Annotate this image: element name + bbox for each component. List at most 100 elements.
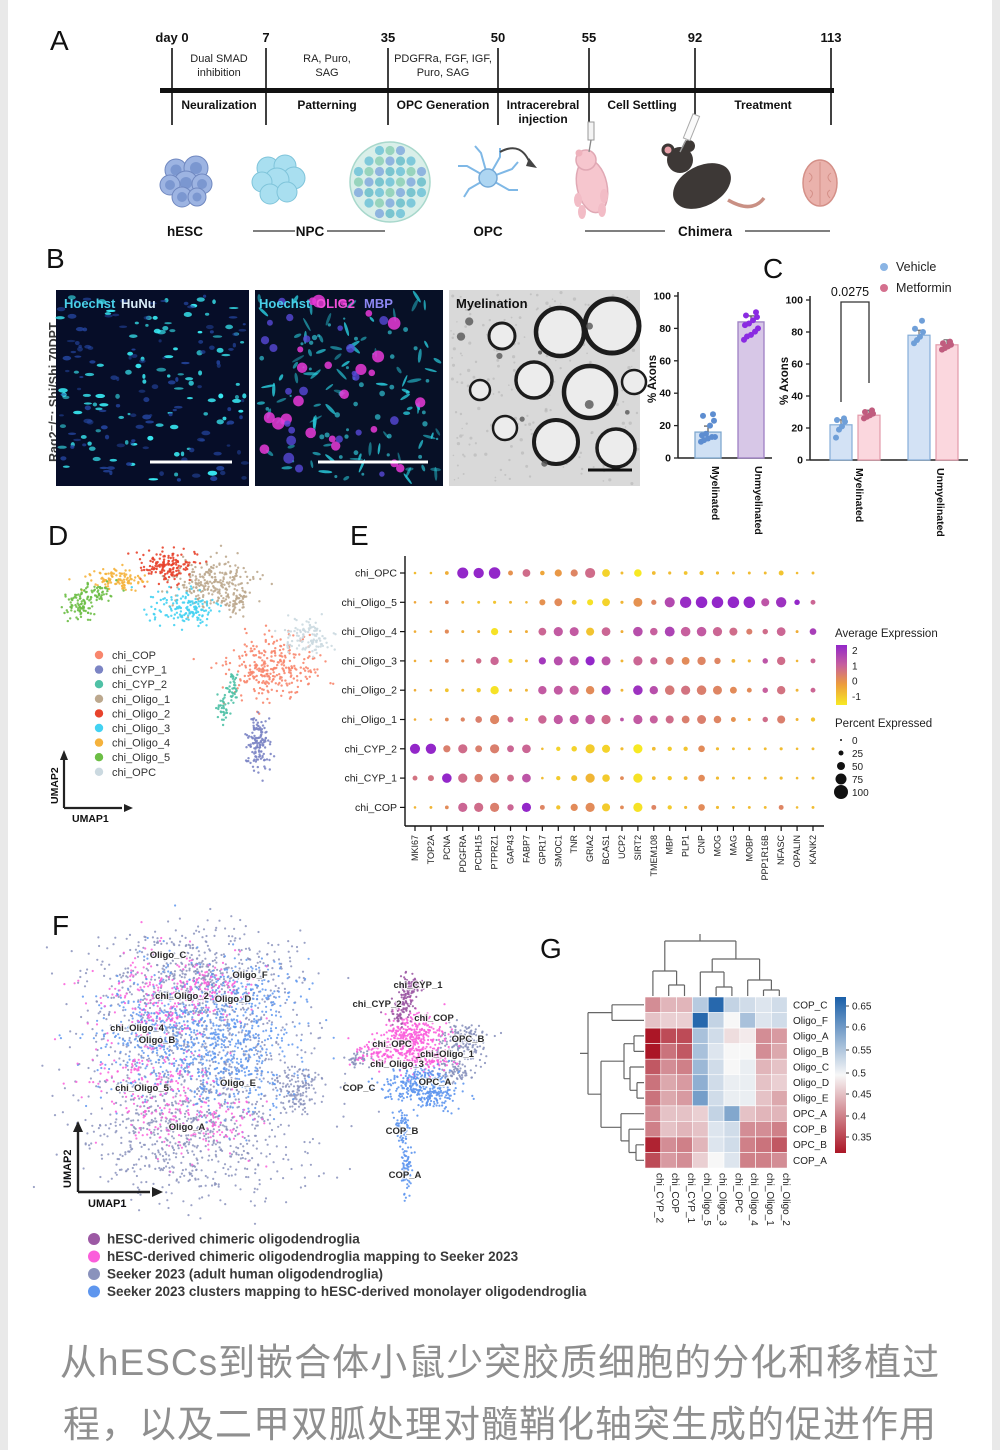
heatmap-cell	[676, 1074, 693, 1091]
row-dendrogram	[580, 1004, 644, 1161]
x-category-label: Unmyelinated	[934, 468, 946, 537]
heatmap-cell	[771, 996, 788, 1013]
legend-dot	[88, 1268, 100, 1280]
dotplot-gene-label: FABP7	[521, 835, 531, 863]
heatmap-cell	[676, 1090, 693, 1107]
heatmap-cell	[644, 996, 662, 1013]
heatmap-cell	[644, 1027, 662, 1044]
significance-bracket	[840, 301, 870, 402]
dotplot-row-label: chi_Oligo_2	[342, 685, 398, 697]
legend-dot-chi_CYP_2	[94, 680, 104, 689]
heatmap-cell	[692, 1136, 709, 1153]
heatmap-cell	[755, 1074, 772, 1091]
dotplot-gene-label: TMEM108	[649, 835, 659, 877]
heatmap-cell	[676, 1152, 693, 1169]
heatmap-cell	[660, 1090, 677, 1107]
umap-left-points	[32, 904, 380, 1243]
heatmap-cell	[755, 1136, 772, 1153]
y-tick-label: 20	[791, 423, 803, 435]
pts-chimeric	[380, 970, 425, 1029]
heatmap-cell	[660, 1043, 677, 1060]
heatmap-cell	[644, 1012, 662, 1029]
heatmap-cell	[739, 1074, 756, 1091]
heatmap-cell	[692, 1074, 709, 1091]
cluster-label: Oligo_A	[169, 1122, 206, 1133]
dotplot-gene-label: SMOC1	[553, 835, 563, 867]
heatmap-cell	[739, 1012, 756, 1029]
myelinated-axon	[620, 368, 648, 396]
cluster-label: chi_CYP_1	[393, 980, 443, 991]
x-category-label: Myelinated	[853, 468, 865, 522]
timeline-day-label: day 0	[155, 30, 188, 45]
dotplot-gene-label: MBP	[665, 835, 675, 855]
colorbar-tick-label: 0.5	[852, 1069, 866, 1080]
dotplot-gene-label: MKI67	[410, 835, 420, 861]
legend-label: hESC-derived chimeric oligodendroglia	[107, 1232, 360, 1247]
dotplot-row-label: chi_COP	[355, 802, 397, 814]
heatmap-row-label: Oligo_C	[793, 1062, 829, 1073]
heatmap-cell	[739, 1027, 756, 1044]
colorbar-tick-label: -1	[852, 692, 861, 703]
timeline-day-label: 55	[582, 30, 596, 45]
dotplot-row-label: chi_Oligo_5	[342, 597, 398, 609]
percent-tick-label: 100	[852, 788, 869, 799]
legend-label: chi_CYP_2	[112, 679, 167, 691]
legend-dot-chi_Oligo_3	[94, 723, 104, 733]
caption-line-2: 程，以及二甲双胍处理对髓鞘化轴突生成的促进作用	[63, 1404, 937, 1445]
dotplot-gene-label: OPALIN	[792, 835, 802, 867]
dotplot-gene-label: GPR17	[537, 835, 547, 865]
umap-points	[60, 544, 337, 782]
heatmap-cell	[644, 1090, 662, 1107]
heatmap-cell	[739, 1058, 756, 1076]
heatmap-cell	[739, 1152, 756, 1169]
y-tick-label: 20	[659, 420, 671, 432]
dotplot-row-label: chi_Oligo_1	[342, 714, 398, 726]
dotplot-gene-label: NFASC	[776, 835, 786, 866]
umap-points-chi_CYP_1	[244, 711, 276, 782]
heatmap-cell	[771, 1027, 788, 1044]
umap-points-chi_CYP_2	[215, 673, 239, 727]
umap2-arrow-icon	[73, 1121, 83, 1132]
heatmap-cell	[723, 1121, 741, 1138]
timeline-phase-label: Treatment	[734, 98, 791, 112]
pts-chimeric-mapping	[347, 998, 461, 1081]
legend-dot-vehicle	[880, 263, 888, 271]
timeline-phase-label: Neuralization	[181, 98, 256, 112]
umap2-axis-label: UMAP2	[49, 767, 61, 804]
panel-g-heatmap: G COP_C Oligo_F Oligo_A Oligo_B Oligo_C Oligo_…	[540, 933, 872, 1226]
heatmap-row-label: Oligo_D	[793, 1078, 829, 1089]
cluster-label: COP_C	[343, 1083, 376, 1094]
heatmap-cell	[771, 1090, 788, 1107]
legend-label: chi_Oligo_5	[112, 752, 170, 764]
y-axis-label: % Axons	[779, 357, 791, 405]
percent-legend-dot	[834, 785, 848, 799]
percent-tick-label: 75	[852, 775, 864, 786]
figure-caption: 从hESCs到嵌合体小鼠少突胶质细胞的分化和移植过 程，以及二甲双胍处理对髓鞘化…	[0, 1332, 1000, 1450]
heatmap-cell	[676, 1105, 693, 1122]
avg-expression-title: Average Expression	[835, 628, 938, 640]
dotplot-gene-label: GAP43	[506, 835, 516, 864]
timeline-bar	[160, 88, 834, 93]
dotplot-gene-label: BCAS1	[601, 835, 611, 865]
stage-label: OPC	[473, 224, 503, 239]
timeline-treatment-label: SAG	[315, 67, 338, 79]
myelinated-axon	[595, 427, 637, 469]
micrograph-hoechst-hunu: Hoechst HuNu	[55, 290, 249, 486]
panel-b-bar-chart: 0 20 40 60 80 100 % Axons Myelinated Unmyelinate…	[647, 291, 772, 535]
cluster-label: chi_Oligo_1	[420, 1049, 475, 1060]
legend-label: Seeker 2023 (adult human oligodendroglia…	[107, 1267, 383, 1282]
heatmap-row-label: OPC_B	[793, 1140, 827, 1151]
umap1-axis-label: UMAP1	[88, 1198, 127, 1210]
cluster-label: chi_CYP_2	[352, 999, 401, 1010]
heatmap-cell	[644, 1136, 662, 1153]
stain-label-olig2: OLIG2	[316, 296, 355, 311]
heatmap-cell	[692, 1012, 709, 1029]
heatmap-cell	[707, 1090, 725, 1107]
umap-points-chi_OPC	[274, 613, 337, 658]
heatmap-row-label: Oligo_F	[793, 1016, 828, 1027]
y-tick-label: 60	[659, 355, 671, 367]
data-points-unmyelinated-metformin	[939, 338, 954, 353]
percent-legend-dot	[840, 739, 842, 741]
